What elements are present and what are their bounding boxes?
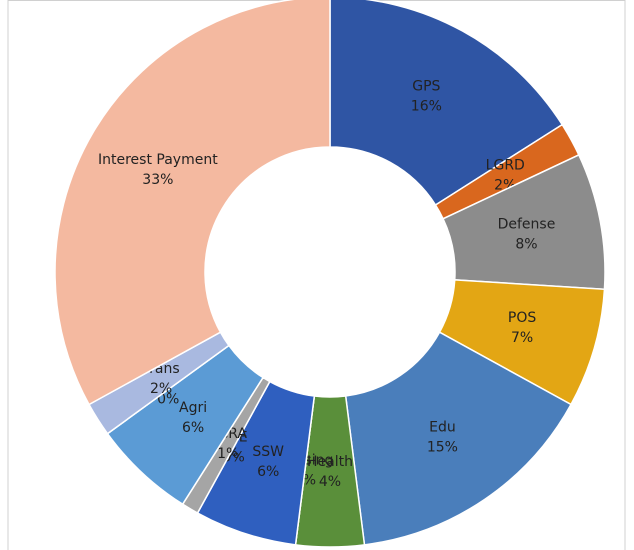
donut-slice — [54, 0, 331, 406]
slice-label: Defense — [498, 217, 556, 233]
slice-label: POS — [508, 310, 536, 326]
slice-label: SSW — [252, 444, 284, 460]
slice-value-label: 8% — [515, 237, 537, 253]
slice-value-label: 4% — [319, 474, 341, 490]
slice-label: Edu — [429, 419, 456, 435]
slice-value-label: 0% — [157, 392, 179, 408]
slice-value-label: 2% — [150, 381, 172, 397]
slice-label: Health — [307, 454, 353, 470]
slice-value-label: 1% — [217, 446, 239, 462]
slice-label: Interest Payment — [98, 152, 218, 168]
slice-value-label: 33% — [142, 172, 173, 188]
slice-label: GPS — [412, 79, 440, 95]
slice-value-label: 16% — [411, 99, 442, 115]
slice-label: LGRD — [486, 158, 525, 174]
slice-value-label: 15% — [427, 439, 458, 455]
slice-value-label: 6% — [257, 464, 279, 480]
donut-slice — [344, 331, 573, 546]
donut-slice — [329, 0, 564, 207]
slice-value-label: 6% — [182, 420, 204, 436]
slice-value-label: 7% — [511, 330, 533, 346]
slice-label: Agri — [179, 400, 207, 416]
